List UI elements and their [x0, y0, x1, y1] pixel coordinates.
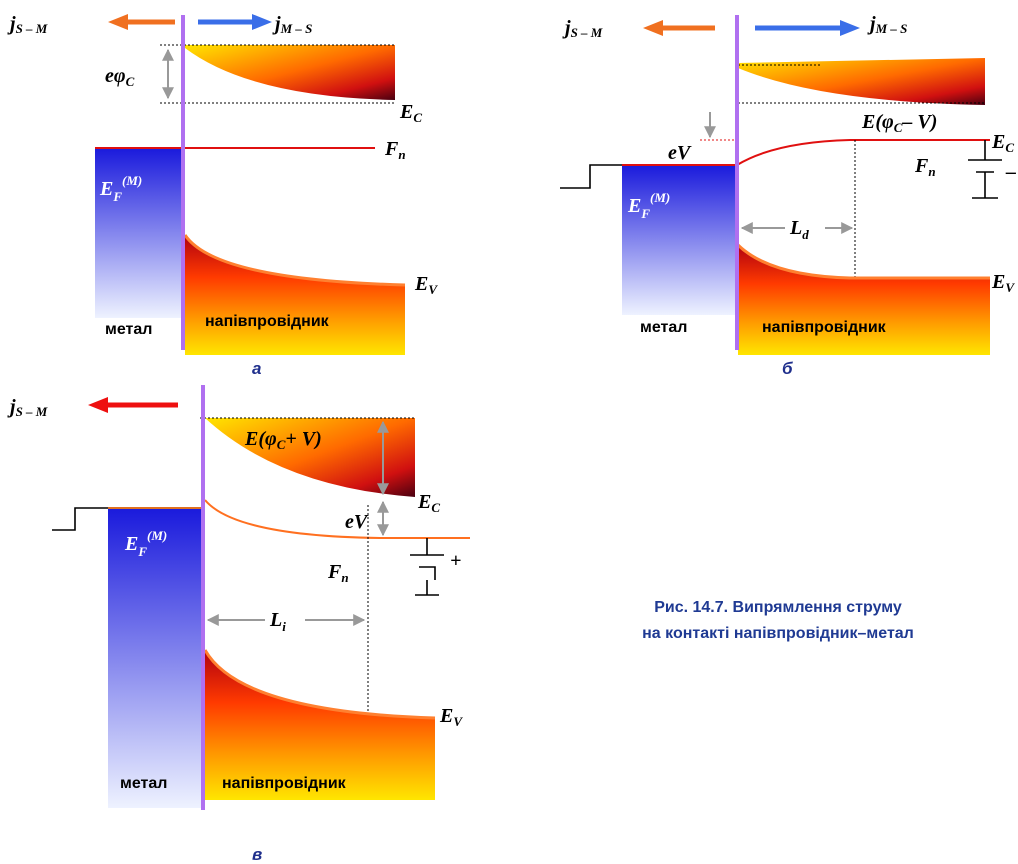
- end: – V): [901, 111, 937, 133]
- sub: C: [126, 74, 135, 89]
- f: F: [384, 138, 399, 160]
- e-phi: E(φ: [244, 428, 277, 450]
- sub: M – S: [875, 21, 908, 36]
- l: L: [789, 217, 802, 239]
- e: E: [991, 131, 1005, 153]
- f: F: [327, 561, 342, 583]
- sub: i: [282, 619, 286, 634]
- sub: d: [802, 227, 809, 242]
- ev-label: EV: [439, 705, 463, 729]
- e: E: [439, 705, 453, 727]
- current-label: jS – M: [7, 396, 48, 419]
- metal-label: метал: [105, 321, 152, 338]
- e: E: [99, 178, 113, 200]
- sub: V: [1005, 280, 1015, 295]
- current-label: jM – S: [272, 13, 312, 36]
- fn-label: Fn: [384, 138, 406, 162]
- sub: S – M: [571, 25, 603, 40]
- sub: V: [453, 714, 463, 729]
- figure-caption: Рис. 14.7. Випрямлення струму: [654, 599, 902, 616]
- sup: (M): [650, 190, 670, 205]
- ev-shift-label: eV: [668, 142, 692, 164]
- sub: S – M: [16, 404, 48, 419]
- f: F: [914, 155, 929, 177]
- fn-label: Fn: [914, 155, 936, 179]
- e: E: [627, 195, 641, 217]
- semi-label: напівпровідник: [205, 313, 330, 330]
- sub: C: [413, 110, 422, 125]
- barrier-label: E(φC– V): [861, 111, 937, 135]
- sub: F: [112, 189, 122, 204]
- barrier-label: eφC: [105, 65, 135, 89]
- battery-sign: +: [450, 550, 461, 572]
- sub: C: [431, 500, 440, 515]
- sub: M – S: [280, 21, 313, 36]
- ev-label: EV: [414, 273, 438, 297]
- e-phi: E(φ: [861, 111, 894, 133]
- sup: (M): [122, 173, 142, 188]
- sub: V: [428, 282, 438, 297]
- fn-label: Fn: [327, 561, 349, 585]
- ec-label: EC: [399, 101, 422, 125]
- ec-label: EC: [991, 131, 1014, 155]
- current-label: jS – M: [562, 17, 603, 40]
- sub: n: [928, 164, 935, 179]
- diagram: jS – M jM – S eφC EC Fn EF(M) EV метал н…: [0, 0, 1018, 864]
- metal-label: метал: [120, 775, 167, 792]
- l: L: [269, 609, 282, 631]
- e: E: [124, 533, 138, 555]
- caption: в: [252, 845, 262, 864]
- semi-label: напівпровідник: [222, 775, 347, 792]
- panel-b: jS – M jM – S E(φC– V) EC Fn – eV EF(M) …: [560, 13, 1016, 378]
- semi-label: напівпровідник: [762, 319, 887, 336]
- metal-label: метал: [640, 319, 687, 336]
- sub: C: [894, 120, 903, 135]
- sub: C: [277, 437, 286, 452]
- current-label: jS – M: [7, 13, 48, 36]
- e: E: [399, 101, 413, 123]
- sup: (M): [147, 528, 167, 543]
- sub: F: [137, 544, 147, 559]
- figure-caption: на контакті напівпровідник–метал: [642, 625, 914, 642]
- ev-shift-label: eV: [345, 511, 369, 533]
- caption: а: [252, 359, 261, 378]
- sub: S – M: [16, 21, 48, 36]
- sub: C: [1005, 140, 1014, 155]
- e: E: [417, 491, 431, 513]
- sub: n: [341, 570, 348, 585]
- caption: б: [782, 359, 793, 378]
- sub: n: [398, 147, 405, 162]
- battery-sign: –: [1005, 161, 1016, 183]
- ev-label: EV: [991, 271, 1015, 295]
- e: E: [991, 271, 1005, 293]
- end: + V): [285, 428, 321, 450]
- sub: F: [640, 206, 650, 221]
- panel-a: jS – M jM – S eφC EC Fn EF(M) EV метал н…: [7, 13, 438, 378]
- current-label: jM – S: [867, 13, 907, 36]
- panel-c: jS – M E(φC+ V) EC eV Fn + EF(M) Li EV м…: [7, 385, 470, 864]
- e: E: [414, 273, 428, 295]
- ec-label: EC: [417, 491, 440, 515]
- e-phi: eφ: [105, 65, 126, 87]
